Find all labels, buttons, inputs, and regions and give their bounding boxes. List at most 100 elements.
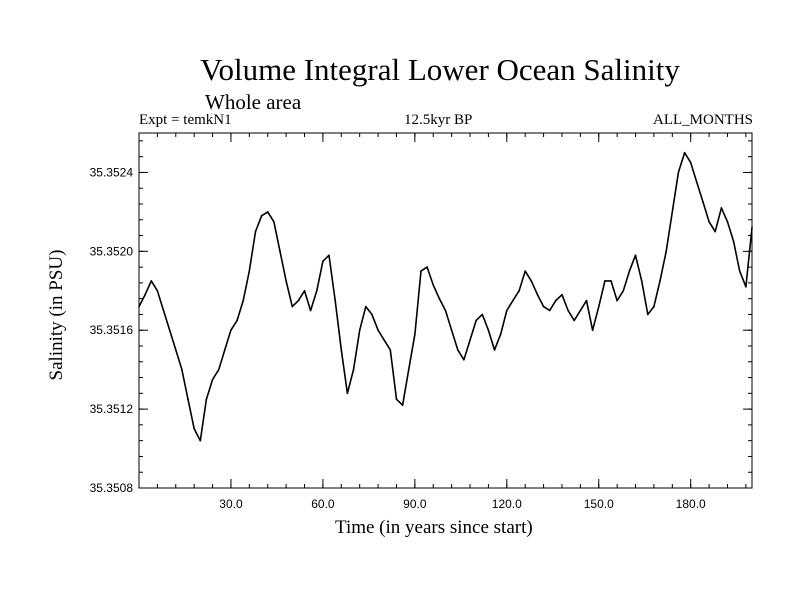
data-point (708, 220, 710, 223)
data-point (187, 398, 189, 401)
data-point (420, 270, 422, 272)
data-point (260, 215, 263, 217)
data-point (671, 211, 674, 213)
y-tick-label: 35.3508 (90, 481, 134, 495)
data-point (591, 329, 594, 332)
data-point (193, 428, 195, 430)
data-point (450, 329, 453, 332)
y-axis-label: Salinity (in PSU) (46, 249, 67, 381)
x-tick-label: 120.0 (492, 497, 522, 511)
data-point (248, 270, 251, 272)
data-point (561, 293, 563, 296)
data-point (745, 286, 747, 288)
data-point (395, 398, 398, 401)
data-point (634, 254, 637, 257)
data-point (555, 299, 557, 302)
data-point (548, 309, 551, 312)
data-point (377, 329, 379, 332)
data-point (328, 254, 330, 257)
data-point (181, 368, 183, 371)
data-point (530, 280, 533, 282)
data-point (499, 333, 502, 335)
data-point (597, 305, 600, 308)
data-point (463, 359, 465, 361)
series-line-salinity (138, 151, 753, 442)
data-point (536, 293, 539, 296)
data-point (279, 250, 281, 253)
data-point (309, 309, 312, 312)
data-point (162, 309, 165, 312)
y-tick-label: 35.3512 (90, 402, 134, 416)
data-point (738, 270, 741, 272)
data-point (696, 181, 698, 184)
x-tick-label: 60.0 (311, 497, 335, 511)
data-point (579, 309, 582, 312)
x-tick-label: 90.0 (403, 497, 427, 511)
data-point (622, 289, 625, 292)
data-point (303, 289, 306, 292)
data-point (315, 289, 318, 292)
data-point (236, 319, 238, 322)
data-point (616, 299, 618, 302)
data-point (665, 250, 667, 253)
data-point (487, 329, 490, 332)
data-point (217, 368, 220, 371)
data-point (365, 305, 367, 308)
data-point (628, 270, 631, 272)
data-point (371, 313, 373, 316)
data-point (475, 319, 477, 322)
data-point (702, 201, 704, 203)
data-point (389, 349, 392, 351)
data-point (211, 378, 214, 381)
data-point (156, 289, 159, 292)
data-point (401, 404, 404, 406)
data-point (585, 299, 588, 302)
data-point (493, 349, 496, 351)
data-point (426, 266, 428, 268)
x-axis-label: Time (in years since start) (335, 517, 533, 538)
months-label: ALL_MONTHS (653, 112, 753, 128)
data-point (610, 280, 612, 282)
chart-subtitle: Whole area (205, 90, 302, 114)
data-point (242, 299, 245, 302)
data-point (732, 240, 735, 243)
data-point (266, 211, 269, 213)
x-tick-label: 30.0 (219, 497, 243, 511)
data-point (273, 220, 275, 223)
period-label: 12.5kyr BP (404, 112, 473, 128)
data-point (714, 230, 717, 233)
data-point (291, 305, 294, 308)
data-point (230, 329, 232, 332)
data-point (481, 313, 484, 316)
data-point (224, 349, 226, 351)
data-point (285, 280, 287, 282)
data-point (144, 293, 146, 296)
data-point (573, 319, 576, 322)
data-point (254, 230, 257, 233)
chart-title: Volume Integral Lower Ocean Salinity (200, 52, 680, 87)
data-point (438, 297, 441, 300)
data-point (469, 339, 471, 341)
data-point (604, 280, 606, 282)
y-tick-label: 35.3524 (90, 165, 134, 179)
experiment-label: Expt = temkN1 (139, 112, 232, 128)
data-point (358, 329, 361, 332)
data-point (199, 439, 202, 442)
data-point (168, 329, 171, 332)
data-point (689, 161, 692, 164)
data-point (407, 368, 410, 371)
plot-frame (138, 132, 753, 489)
data-point (542, 305, 545, 308)
data-point (512, 299, 514, 302)
data-point (205, 398, 208, 401)
data-point (340, 349, 343, 351)
data-point (414, 333, 416, 335)
data-point (720, 207, 723, 209)
data-point (138, 305, 140, 308)
data-point (683, 151, 686, 154)
data-point (444, 309, 447, 312)
x-tick-label: 180.0 (676, 497, 706, 511)
data-point (334, 299, 336, 302)
